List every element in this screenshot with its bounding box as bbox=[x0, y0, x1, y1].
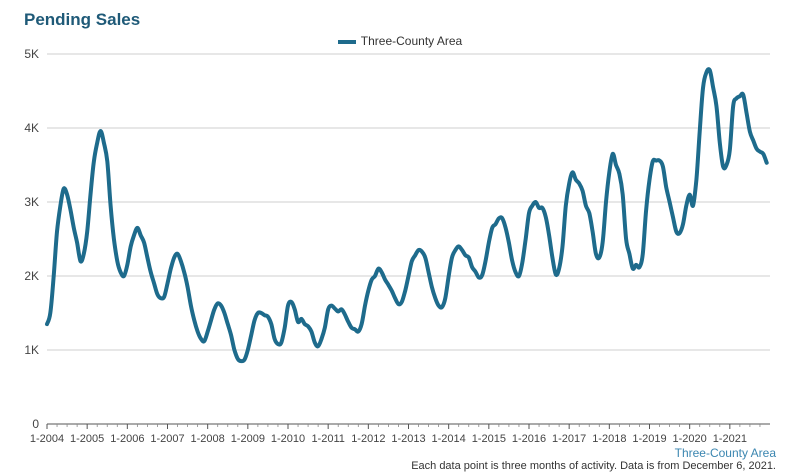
y-tick-label: 5K bbox=[24, 47, 39, 61]
x-tick-label: 1-2010 bbox=[271, 433, 305, 445]
x-tick-label: 1-2015 bbox=[472, 433, 506, 445]
x-tick-label: 1-2018 bbox=[592, 433, 626, 445]
y-tick-label: 2K bbox=[24, 269, 39, 283]
x-tick-label: 1-2016 bbox=[512, 433, 546, 445]
x-tick-label: 1-2008 bbox=[191, 433, 225, 445]
x-tick-label: 1-2013 bbox=[391, 433, 425, 445]
x-tick-label: 1-2021 bbox=[713, 433, 747, 445]
x-tick-label: 1-2020 bbox=[673, 433, 707, 445]
x-tick-label: 1-2017 bbox=[552, 433, 586, 445]
series-line bbox=[45, 67, 769, 364]
x-tick-label: 1-2019 bbox=[632, 433, 666, 445]
x-tick-label: 1-2007 bbox=[150, 433, 184, 445]
y-tick-label: 3K bbox=[24, 195, 39, 209]
x-tick-label: 1-2011 bbox=[311, 433, 344, 445]
x-tick-label: 1-2014 bbox=[432, 433, 466, 445]
x-tick-label: 1-2005 bbox=[70, 433, 104, 445]
series-area-label: Three-County Area bbox=[674, 446, 776, 460]
legend-label: Three-County Area bbox=[360, 34, 463, 48]
y-tick-label: 0 bbox=[32, 417, 39, 431]
chart-footnote: Each data point is three months of activ… bbox=[411, 460, 776, 472]
y-tick-label: 4K bbox=[24, 121, 39, 135]
x-tick-label: 1-2004 bbox=[30, 433, 64, 445]
x-tick-label: 1-2009 bbox=[231, 433, 265, 445]
y-tick-label: 1K bbox=[24, 343, 39, 357]
legend-swatch bbox=[337, 39, 356, 44]
chart-title: Pending Sales bbox=[24, 10, 141, 29]
chart-legend: Three-County Area bbox=[0, 34, 800, 48]
x-tick-label: 1-2006 bbox=[110, 433, 144, 445]
x-tick-label: 1-2012 bbox=[351, 433, 385, 445]
